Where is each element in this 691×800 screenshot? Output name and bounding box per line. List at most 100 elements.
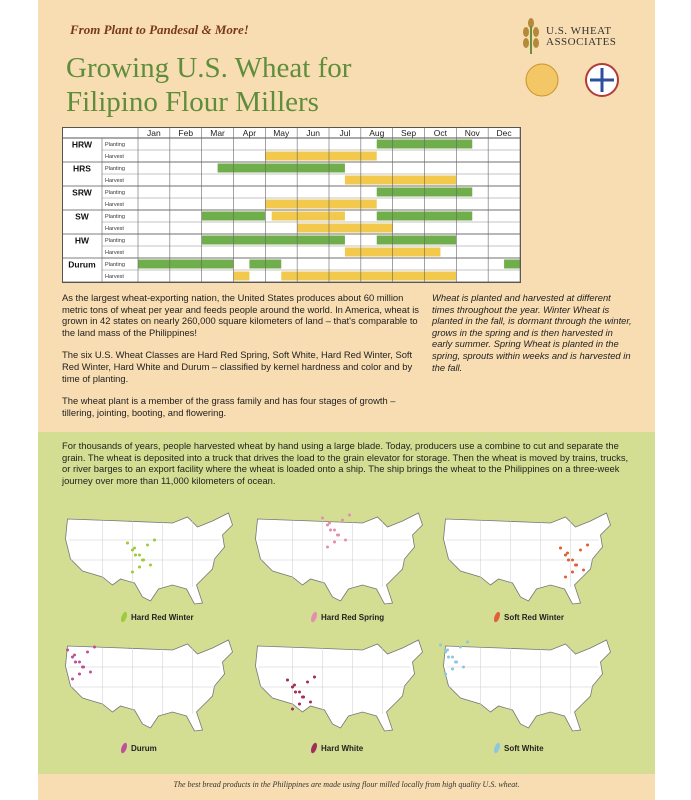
month-label: Nov <box>465 128 481 138</box>
month-label: Aug <box>369 128 384 138</box>
us-map <box>439 639 611 732</box>
calendar-bar <box>271 211 345 221</box>
footer: The best bread products in the Philippin… <box>173 780 520 789</box>
growing-area-dot <box>294 690 297 694</box>
growing-area-dot <box>466 640 469 644</box>
row-label: Planting <box>105 214 125 220</box>
legend-swatch <box>310 611 318 623</box>
intro-paragraph: As the largest wheat-exporting nation, t… <box>62 292 419 338</box>
legend-swatch-shape <box>120 611 128 623</box>
growing-area-dot <box>86 650 89 654</box>
growing-area-dot <box>333 540 336 544</box>
logo-text: U.S. WHEAT <box>546 25 612 37</box>
growing-area-dot <box>73 653 76 657</box>
legend-swatch-shape <box>310 742 318 754</box>
legend-swatch <box>310 742 318 754</box>
growing-area-dot <box>344 538 347 542</box>
transport-text: For thousands of years, people harvested… <box>62 440 629 486</box>
growing-area-dot <box>439 643 442 647</box>
growing-area-dot <box>81 665 84 669</box>
growing-area-dot <box>286 678 289 682</box>
growing-area-dot <box>321 516 324 520</box>
growing-area-dot <box>333 528 336 532</box>
growing-area-dot <box>564 575 567 579</box>
row-label: Harvest <box>105 226 124 232</box>
legend-swatch-shape <box>493 742 501 754</box>
anniversary-badges <box>525 63 619 97</box>
month-label: Jul <box>339 128 350 138</box>
growing-area-dot <box>291 685 294 689</box>
calendar-bar <box>233 271 250 281</box>
map-label: Soft Red Winter <box>504 613 564 622</box>
growing-area-dot <box>451 667 454 671</box>
growing-area-dot <box>336 533 339 537</box>
legend-swatch-shape <box>493 611 501 623</box>
growing-area-dot <box>566 551 569 555</box>
growing-area-dot <box>78 660 81 664</box>
growing-area-dot <box>301 695 304 699</box>
row-label: Planting <box>105 166 125 172</box>
growing-area-dot <box>326 545 329 549</box>
calendar-bar <box>504 259 520 269</box>
growing-area-dot <box>571 570 574 574</box>
row-label: Harvest <box>105 250 124 256</box>
legend-swatch <box>120 742 128 754</box>
month-label: Oct <box>434 128 448 138</box>
growing-area-dot <box>462 665 465 669</box>
us-map <box>255 512 423 605</box>
calendar-bar <box>344 175 457 185</box>
row-label: Planting <box>105 190 125 196</box>
calendar-bar <box>281 271 457 281</box>
growing-area-dot <box>293 683 296 687</box>
growing-area-dot <box>89 670 92 674</box>
growing-area-dot <box>564 553 567 557</box>
us-outline <box>255 639 423 732</box>
growing-area-dot <box>93 645 96 649</box>
calendar-bar <box>217 163 345 173</box>
growing-area-dot <box>341 518 344 522</box>
tagline: From Plant to Pandesal & More! <box>70 22 249 37</box>
month-label: Apr <box>243 128 256 138</box>
growing-area-dot <box>133 546 136 550</box>
sidebar: Wheat is planted and harvested at differ… <box>432 292 632 373</box>
logo-text: ASSOCIATES <box>546 36 617 48</box>
class-label: SRW <box>72 187 93 197</box>
growing-area-dot <box>459 645 462 649</box>
growing-area-dot <box>586 543 589 547</box>
us-map <box>443 512 611 605</box>
class-label: HW <box>75 235 90 245</box>
growing-area-dot <box>138 565 141 569</box>
growing-area-dot <box>74 660 77 664</box>
row-label: Planting <box>105 262 125 268</box>
growing-area-dot <box>78 672 81 676</box>
planting-calendar: Jan Feb Mar Apr May Jun Jul Aug Sep Oct Nov Dec Plan… <box>62 127 521 283</box>
row-label: Harvest <box>105 274 124 280</box>
us-map <box>255 639 423 732</box>
us-outline <box>255 512 423 605</box>
map-label: Hard White <box>321 744 364 753</box>
map-label: Hard Red Spring <box>321 613 385 622</box>
growing-area-dot <box>126 541 129 545</box>
month-label: Jun <box>306 128 320 138</box>
month-label: Dec <box>497 128 513 138</box>
growing-area-dot <box>451 655 454 659</box>
title: Filipino Flour Millers <box>66 86 319 118</box>
calendar-bar <box>297 223 393 233</box>
growing-area-dot <box>567 558 570 562</box>
growing-area-dot <box>66 648 69 652</box>
growing-area-dot <box>447 655 450 659</box>
row-label: Harvest <box>105 178 124 184</box>
growing-area-dot <box>138 553 141 557</box>
legend-swatch <box>493 611 501 623</box>
growing-area-dot <box>153 538 156 542</box>
legend-swatch-shape <box>310 611 318 623</box>
growing-area-dot <box>149 563 152 567</box>
legend-swatch <box>493 742 501 754</box>
calendar-bar <box>201 235 345 245</box>
growing-area-dot <box>71 655 74 659</box>
month-label: Jan <box>147 128 161 138</box>
growing-area-dot <box>444 672 447 676</box>
growing-area-dot <box>454 660 457 664</box>
title: Growing U.S. Wheat for <box>66 52 352 84</box>
